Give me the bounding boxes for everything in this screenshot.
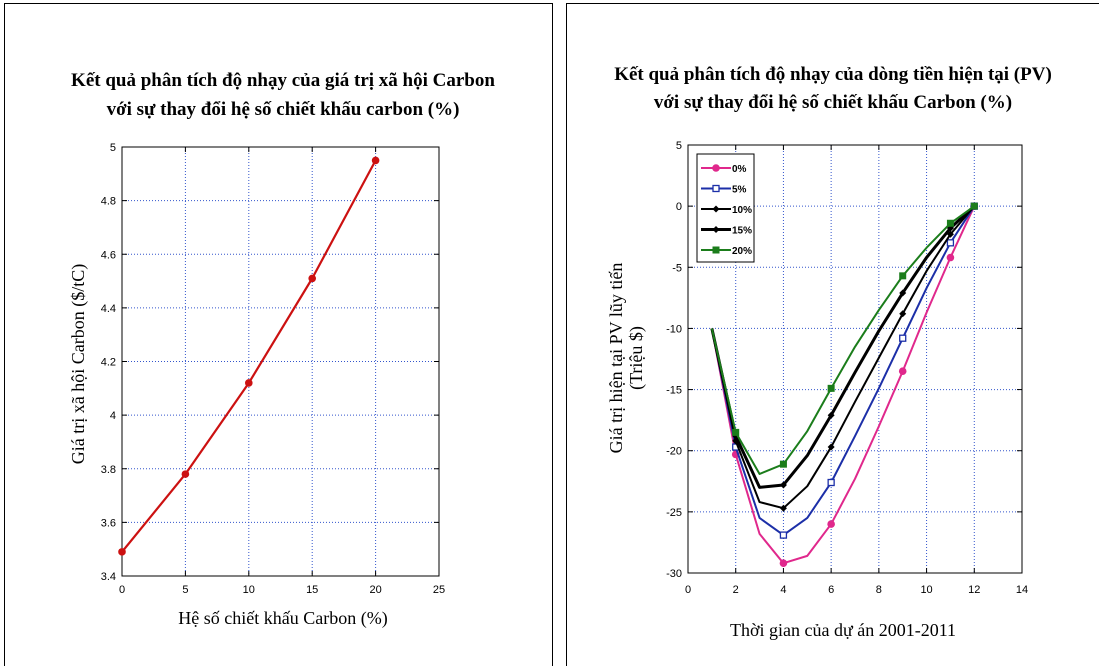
data-point (779, 559, 788, 568)
y-tick-label: 5 (676, 140, 682, 152)
y-tick-label: 3.6 (101, 517, 116, 529)
pv-chart: Kết quả phân tích độ nhạy của dòng tiền … (606, 64, 1052, 640)
data-point (779, 531, 788, 539)
data-point (245, 379, 253, 387)
legend-label: 5% (732, 185, 747, 196)
legend-marker (712, 184, 720, 193)
carbon-value-chart: Kết quả phân tích độ nhạy của giá trị xã… (68, 70, 495, 629)
data-point (732, 428, 740, 436)
y-tick-label: -25 (666, 507, 682, 519)
x-axis-title: Hệ số chiết khấu Carbon (%) (178, 608, 387, 629)
data-point (899, 289, 907, 297)
series-line (710, 205, 976, 537)
chart-title-line-2: với sự thay đổi hệ số chiết khấu carbon … (107, 99, 460, 120)
right-chart-panel: Kết quả phân tích độ nhạy của dòng tiền … (566, 3, 1099, 666)
legend-marker (712, 226, 720, 233)
x-tick-label: 4 (780, 584, 786, 596)
data-point (732, 437, 740, 445)
y-tick-label: -20 (666, 446, 682, 458)
x-tick-label: 14 (1016, 584, 1028, 596)
x-tick-label: 0 (685, 584, 691, 596)
legend-label: 20% (732, 246, 752, 257)
y-tick-label: 4.2 (101, 357, 116, 369)
x-tick-label: 6 (828, 584, 834, 596)
series-line (710, 205, 975, 475)
x-tick-label: 2 (733, 584, 739, 596)
y-axis-title: Giá trị xã hội Carbon ($/tC) (68, 264, 89, 464)
data-point (371, 156, 380, 165)
chart-title-line-2: với sự thay đổi hệ số chiết khấu Carbon … (654, 92, 1012, 113)
series-line (710, 205, 976, 565)
legend-label: 0% (732, 164, 747, 175)
data-point (827, 411, 835, 419)
data-point (970, 202, 978, 210)
legend: 0% 5% 10% 15% 20% (696, 153, 755, 263)
data-point (779, 481, 787, 489)
legend-entry: 20% (701, 246, 752, 257)
chart-title-line-1: Kết quả phân tích độ nhạy của dòng tiền … (614, 64, 1052, 85)
data-point (898, 367, 907, 376)
y-tick-label: 0 (676, 201, 682, 213)
series-20pct (710, 202, 978, 475)
x-tick-label: 20 (369, 584, 381, 596)
plot-frame (121, 146, 440, 577)
data-point (827, 520, 835, 528)
y-tick-label: -15 (666, 385, 682, 397)
data-point (827, 384, 835, 392)
legend-entry: 0% (701, 164, 747, 175)
x-tick-label: 10 (243, 584, 255, 596)
y-tick-label: -5 (672, 262, 682, 274)
y-tick-label: 4.4 (101, 303, 116, 315)
data-point (181, 470, 190, 478)
x-tick-label: 15 (306, 584, 318, 596)
y-tick-label: 3.8 (101, 464, 116, 476)
y-tick-label: 5 (110, 142, 116, 154)
plot-frame (687, 144, 1023, 574)
legend-entry: 5% (701, 185, 747, 196)
data-point (946, 219, 954, 227)
x-tick-label: 25 (433, 584, 445, 596)
plot-area: 0 2 4 6 8 10 12 14 -30 -25 -20 -15 -10 -5 0 5 (666, 140, 1028, 596)
data-point (946, 239, 955, 247)
data-point (308, 274, 317, 283)
left-chart-panel: Kết quả phân tích độ nhạy của giá trị xã… (4, 3, 553, 666)
x-axis-title: Thời gian của dự án 2001-2011 (730, 620, 956, 640)
series-line (710, 205, 976, 510)
legend-label: 15% (732, 226, 752, 237)
data-point (118, 548, 126, 556)
data-point (779, 504, 787, 512)
data-point (827, 478, 835, 487)
x-tick-label: 0 (119, 584, 125, 596)
series-line (710, 205, 976, 489)
data-point (827, 443, 835, 451)
data-point (899, 272, 907, 280)
y-tick-label: 4 (110, 410, 116, 422)
x-tick-label: 5 (182, 584, 188, 596)
legend-marker (712, 246, 720, 254)
y-tick-label: -10 (666, 323, 682, 335)
legend-marker (712, 205, 720, 213)
y-tick-label: 4.6 (101, 249, 116, 261)
data-point (899, 334, 907, 342)
data-point (899, 310, 907, 318)
y-axis-title-line-2: (Triệu $) (626, 326, 647, 390)
x-tick-label: 8 (876, 584, 882, 596)
y-tick-label: 4.8 (101, 196, 116, 208)
x-tick-label: 10 (920, 584, 932, 596)
y-tick-label: -30 (666, 568, 682, 580)
legend-marker (712, 164, 720, 172)
legend-label: 10% (732, 205, 752, 216)
series-0 (118, 156, 380, 556)
y-axis-title-line-1: Giá trị hiện tại PV lũy tiến (606, 263, 626, 454)
legend-entry: 15% (701, 226, 752, 237)
x-tick-label: 12 (968, 584, 980, 596)
data-point (779, 460, 787, 468)
data-point (946, 253, 955, 262)
legend-entry: 10% (701, 205, 752, 216)
y-tick-label: 3.4 (101, 571, 116, 583)
chart-title-line-1: Kết quả phân tích độ nhạy của giá trị xã… (71, 70, 495, 91)
plot-area: 0 5 10 15 20 25 3.4 3.6 3.8 4 4.2 4.4 4.6 4.8 5 (101, 142, 445, 596)
